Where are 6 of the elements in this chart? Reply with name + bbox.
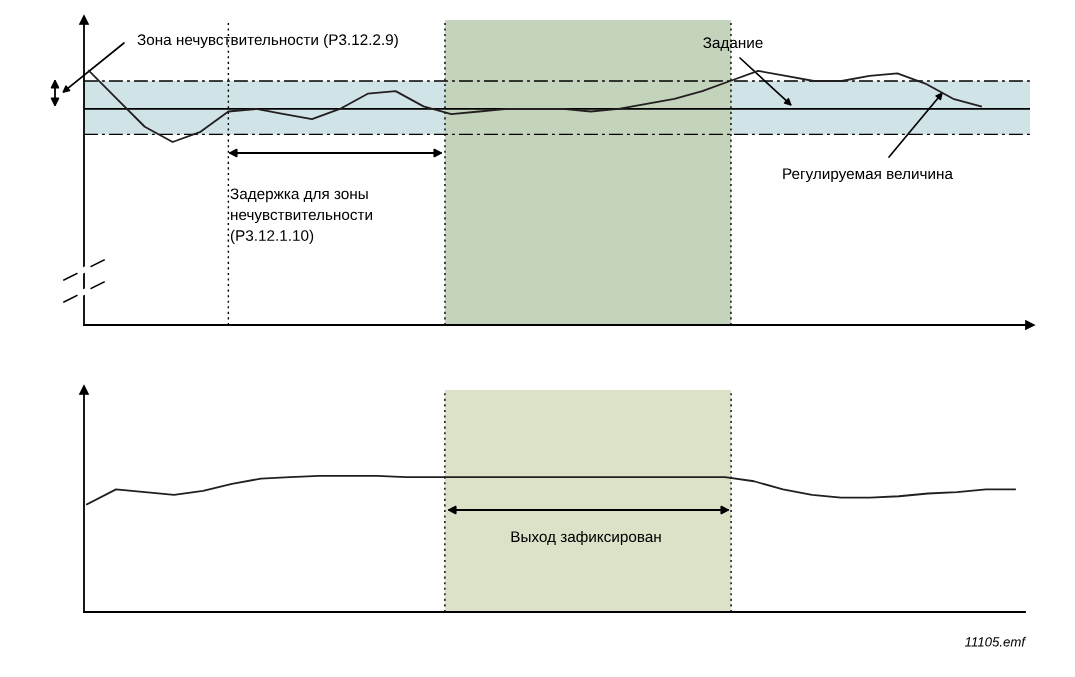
text: Зона нечувствительности (P3.12.2.9) <box>137 33 398 49</box>
annotation: Задержка для зоны нечувствительности (P3.12.1.10) <box>230 188 372 244</box>
annotation: Регулируемая величина <box>783 168 953 183</box>
text: 11105.emf <box>964 636 1027 647</box>
annotation: Выход зафиксирован <box>511 530 661 546</box>
text: Задание <box>703 37 763 51</box>
